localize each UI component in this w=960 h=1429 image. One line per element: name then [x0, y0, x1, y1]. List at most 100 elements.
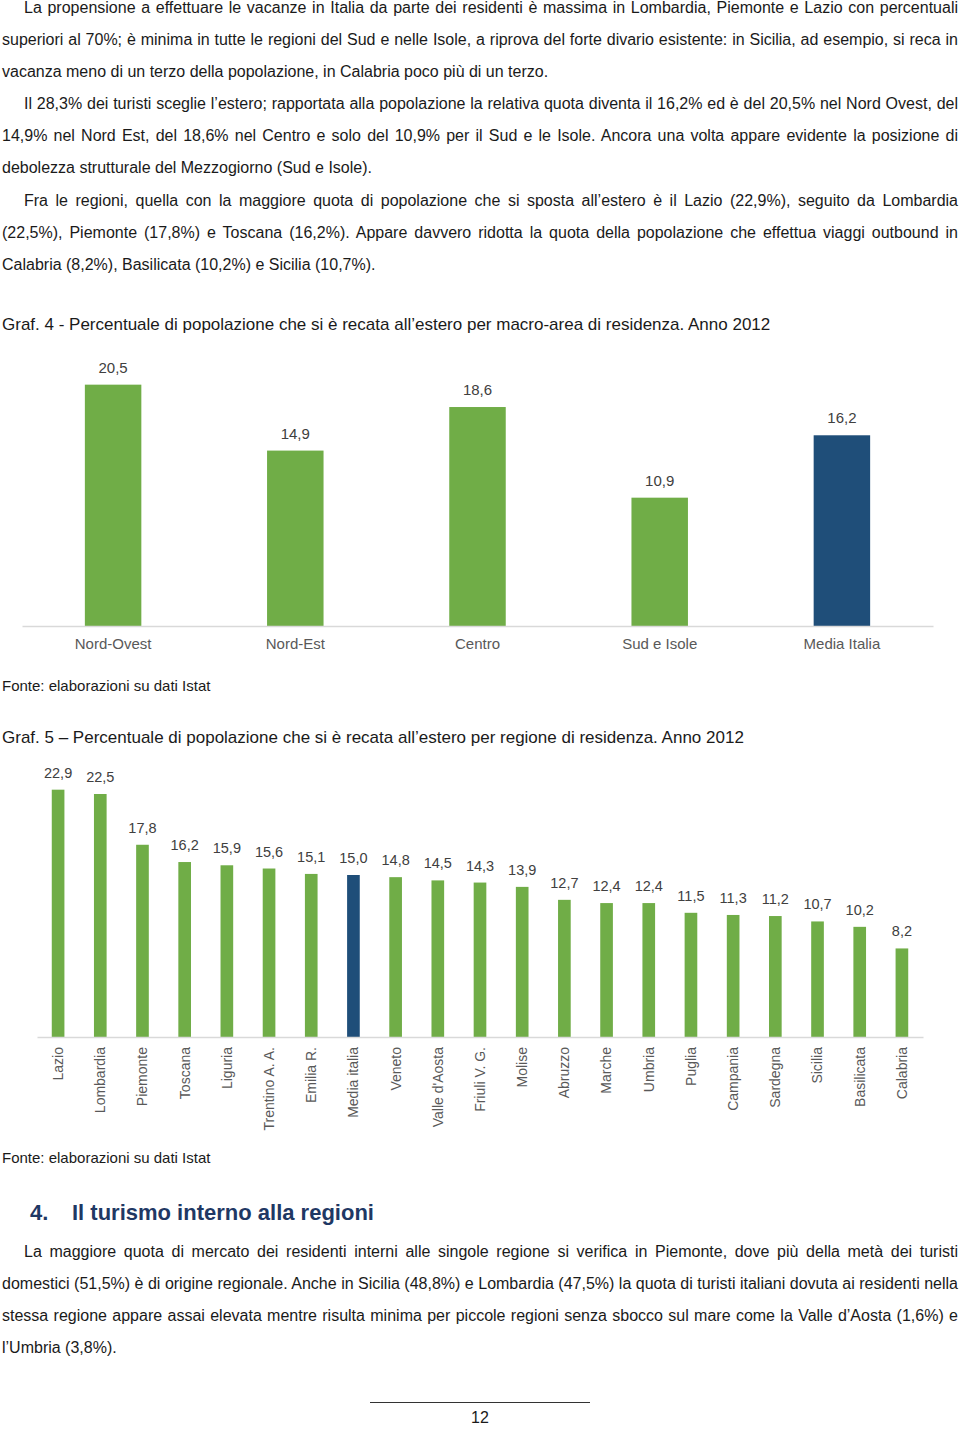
- x-axis: Lazio Lombardia Piemonte Toscana Liguria Tren…: [38, 1038, 924, 1131]
- tick: Sardegna: [767, 1047, 783, 1108]
- paragraph: La propensione a effettuare le vacanze i…: [2, 0, 958, 88]
- paragraph: La maggiore quota di mercato dei residen…: [2, 1236, 958, 1364]
- tick: Toscana: [177, 1047, 193, 1099]
- bar: [347, 875, 360, 1037]
- tick-label: Friuli V. G.: [472, 1047, 488, 1112]
- bar: [685, 913, 698, 1037]
- x-axis: Nord-Ovest Nord-Est Centro Sud e Isole Media…: [23, 627, 934, 652]
- tick: Lombardia: [92, 1047, 108, 1113]
- tick: Media italia: [345, 1047, 361, 1118]
- bar: [727, 915, 740, 1037]
- tick: Emilia R.: [303, 1047, 319, 1103]
- tick: Nord-Ovest: [75, 635, 153, 652]
- bar: [558, 900, 571, 1037]
- data-label: 12,7: [550, 875, 578, 891]
- tick-label: Piemonte: [134, 1047, 150, 1106]
- tick: Sicilia: [809, 1047, 825, 1084]
- tick-label: Calabria: [894, 1047, 910, 1099]
- tick-label: Basilicata: [852, 1047, 868, 1107]
- axis-line: [23, 626, 934, 628]
- tick: Valle d'Aosta: [430, 1047, 446, 1127]
- data-label: 12,4: [592, 878, 620, 894]
- axis-line: [38, 1037, 924, 1039]
- tick: Puglia: [683, 1047, 699, 1086]
- tick-label: Toscana: [177, 1047, 193, 1099]
- data-label: 15,1: [297, 849, 325, 865]
- bar: [85, 385, 141, 626]
- page-number: 12: [440, 1409, 520, 1427]
- tick: Friuli V. G.: [472, 1047, 488, 1112]
- tick: Abruzzo: [556, 1047, 572, 1099]
- chart-title: Graf. 5 – Percentuale di popolazione che…: [2, 727, 958, 749]
- tick-label: Emilia R.: [303, 1047, 319, 1103]
- bar: [263, 869, 276, 1037]
- bar: [600, 903, 613, 1037]
- section-heading: 4.Il turismo interno alla regioni: [30, 1198, 374, 1228]
- tick: Umbria: [641, 1047, 657, 1092]
- chart: 20,5 14,9 18,6 10,9 16,2 Nord-Ovest Nord-Est Ce…: [0, 345, 960, 665]
- data-label: 18,6: [463, 381, 492, 398]
- tick: Centro: [455, 635, 500, 652]
- bar: [52, 790, 65, 1037]
- data-label: 15,0: [339, 850, 367, 866]
- data-label: 20,5: [98, 359, 127, 376]
- section-title: Il turismo interno alla regioni: [72, 1200, 374, 1225]
- tick: Media Italia: [804, 635, 881, 652]
- tick: Nord-Est: [266, 635, 326, 652]
- bar: [178, 862, 191, 1037]
- data-label: 14,9: [281, 425, 310, 442]
- data-label: 13,9: [508, 862, 536, 878]
- data-labels: 20,5 14,9 18,6 10,9 16,2: [98, 359, 856, 489]
- data-labels: 22,922,517,816,215,915,615,115,014,814,5…: [44, 765, 912, 940]
- bar: [631, 498, 687, 626]
- data-label: 10,9: [645, 472, 674, 489]
- tick-label: Veneto: [388, 1047, 404, 1091]
- tick: Trentino A. A.: [261, 1047, 277, 1131]
- tick-label: Lazio: [50, 1047, 66, 1081]
- data-label: 16,2: [827, 409, 856, 426]
- tick: Piemonte: [134, 1047, 150, 1106]
- tick-label: Lombardia: [92, 1047, 108, 1113]
- tick: Sud e Isole: [622, 635, 697, 652]
- bar: [853, 927, 866, 1037]
- tick-label: Valle d'Aosta: [430, 1047, 446, 1127]
- bar: [516, 887, 529, 1037]
- data-label: 22,5: [86, 769, 114, 785]
- tick-label: Campania: [725, 1047, 741, 1111]
- bar: [642, 903, 655, 1037]
- tick: Calabria: [894, 1047, 910, 1099]
- paragraph: Fra le regioni, quella con la maggiore q…: [2, 185, 958, 281]
- tick: Campania: [725, 1047, 741, 1111]
- source-note: Fonte: elaborazioni su dati Istat: [2, 1148, 210, 1168]
- tick-label: Sicilia: [809, 1047, 825, 1084]
- data-label: 11,2: [762, 891, 789, 907]
- data-label: 15,9: [213, 840, 241, 856]
- chart: 22,922,517,816,215,915,615,115,014,814,5…: [0, 760, 960, 1145]
- bar: [769, 916, 782, 1037]
- tick-label: Sardegna: [767, 1047, 783, 1108]
- tick-label: Liguria: [219, 1047, 235, 1089]
- tick: Basilicata: [852, 1047, 868, 1107]
- data-label: 10,2: [846, 902, 874, 918]
- bar: [431, 880, 444, 1037]
- bar: [449, 407, 505, 626]
- tick-label: Sud e Isole: [622, 635, 697, 652]
- tick: Liguria: [219, 1047, 235, 1089]
- bar: [474, 883, 487, 1037]
- tick-label: Nord-Est: [266, 635, 326, 652]
- bar: [267, 451, 323, 626]
- data-label: 16,2: [171, 837, 199, 853]
- section-number: 4.: [30, 1198, 72, 1228]
- bars: [52, 790, 908, 1037]
- bar: [136, 845, 149, 1037]
- tick-label: Media italia: [345, 1047, 361, 1118]
- data-label: 8,2: [892, 923, 912, 939]
- data-label: 14,3: [466, 858, 494, 874]
- tick-label: Media Italia: [804, 635, 881, 652]
- bar: [814, 435, 870, 626]
- data-label: 10,7: [803, 896, 831, 912]
- data-label: 17,8: [128, 820, 156, 836]
- tick-label: Molise: [514, 1047, 530, 1088]
- data-label: 11,3: [720, 890, 747, 906]
- tick-label: Abruzzo: [556, 1047, 572, 1099]
